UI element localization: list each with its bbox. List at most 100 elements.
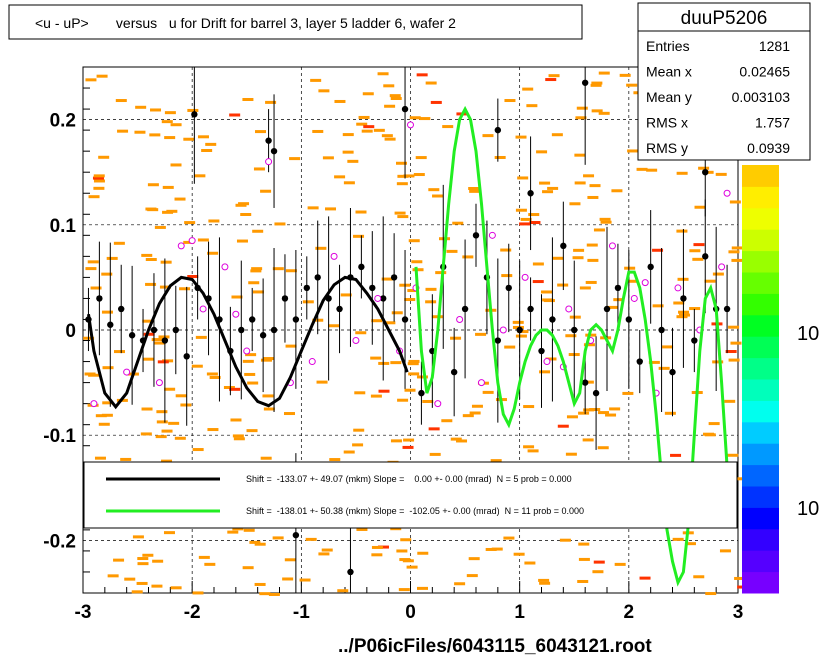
open-point xyxy=(155,379,163,387)
hist-cell xyxy=(585,280,597,284)
hist-cell xyxy=(378,389,390,393)
open-point xyxy=(374,294,382,302)
data-point xyxy=(347,568,354,576)
open-point xyxy=(199,305,207,313)
hist-cell xyxy=(131,590,143,594)
stats-value: 0.0939 xyxy=(747,140,790,156)
hist-cell xyxy=(274,222,286,226)
fit-curves xyxy=(87,105,729,587)
hist-cell xyxy=(698,166,710,170)
footer-filename: ../P06icFiles/6043115_6043121.root xyxy=(338,636,652,657)
data-point xyxy=(647,263,654,271)
hist-cell xyxy=(390,439,402,443)
hist-cell xyxy=(156,410,168,414)
hist-cell xyxy=(390,527,402,531)
data-point xyxy=(303,284,310,292)
hist-cell xyxy=(232,527,244,531)
hist-cell xyxy=(399,558,411,562)
hist-cell xyxy=(684,542,696,546)
hist-cell xyxy=(513,552,525,556)
hist-cell xyxy=(435,271,447,275)
hist-cell xyxy=(619,73,631,77)
hist-cell xyxy=(593,228,605,232)
hist-cell xyxy=(409,116,421,120)
palette-segment xyxy=(742,165,779,187)
data-point xyxy=(538,347,545,355)
hist-cell xyxy=(627,149,639,153)
open-point xyxy=(641,279,649,287)
hist-cell xyxy=(417,586,429,590)
hist-cell xyxy=(152,559,164,563)
x-tick-labels: -3 -2 -1 0 1 2 3 xyxy=(75,602,744,623)
data-point xyxy=(614,284,622,292)
open-point xyxy=(477,379,485,387)
hist-cell xyxy=(162,210,174,214)
hist-cell xyxy=(93,186,105,190)
stats-name: duuP5206 xyxy=(681,8,768,29)
hist-cell xyxy=(693,243,705,247)
hist-cell xyxy=(519,222,531,226)
hist-cell xyxy=(689,249,701,253)
hist-cell xyxy=(92,176,104,180)
data-point xyxy=(191,111,198,118)
hist-cell xyxy=(600,220,612,224)
y-tick-label: 0.1 xyxy=(50,216,77,237)
hist-cell xyxy=(162,185,174,189)
hist-cell xyxy=(98,155,110,159)
hist-cell xyxy=(170,163,182,167)
hist-cell xyxy=(283,412,295,416)
palette-segment xyxy=(742,443,779,466)
hist-cell xyxy=(106,256,118,260)
data-point xyxy=(472,232,480,239)
hist-cell xyxy=(355,331,367,335)
palette-segment xyxy=(742,293,779,316)
hist-cell xyxy=(712,272,724,276)
hist-cell xyxy=(462,255,474,259)
hist-cell xyxy=(542,298,554,302)
hist-cell xyxy=(265,100,277,104)
x-tick-label: -2 xyxy=(184,602,201,623)
hist-cell xyxy=(576,106,588,110)
hist-cell xyxy=(446,249,458,253)
data-point xyxy=(161,337,169,344)
hist-cell xyxy=(328,324,340,328)
hist-cell xyxy=(87,260,99,264)
hist-cell xyxy=(468,557,480,561)
hist-cell xyxy=(161,120,173,124)
hist-cell xyxy=(151,584,163,588)
hist-cell xyxy=(597,446,609,450)
data-point xyxy=(380,295,387,302)
data-point xyxy=(336,305,343,313)
palette-segment xyxy=(742,507,779,530)
open-point xyxy=(499,326,507,334)
hist-cell xyxy=(646,168,658,172)
hist-cell xyxy=(155,435,167,439)
hist-cell xyxy=(672,537,684,541)
data-point xyxy=(581,79,589,86)
open-point xyxy=(608,242,616,250)
hist-cell xyxy=(397,398,409,402)
hist-cell xyxy=(370,394,382,398)
hist-cell xyxy=(183,240,195,244)
data-point xyxy=(249,316,256,323)
hist-cell xyxy=(347,159,359,163)
hist-cell xyxy=(454,582,466,586)
open-point xyxy=(407,121,414,129)
hist-cell xyxy=(431,315,443,319)
open-point xyxy=(565,305,573,313)
hist-cell xyxy=(482,390,494,394)
hist-cell xyxy=(624,266,636,270)
hist-cell xyxy=(142,319,154,323)
hist-cell xyxy=(248,281,260,285)
data-point xyxy=(450,368,458,376)
hist-cell xyxy=(622,391,634,395)
hist-cell xyxy=(289,157,301,161)
data-point xyxy=(680,295,687,302)
data-point xyxy=(527,190,534,197)
open-point xyxy=(674,284,682,292)
hist-cell xyxy=(417,551,429,555)
open-point xyxy=(543,358,551,366)
hist-cell xyxy=(247,381,259,385)
data-point xyxy=(658,326,665,334)
hist-cell xyxy=(154,225,166,229)
